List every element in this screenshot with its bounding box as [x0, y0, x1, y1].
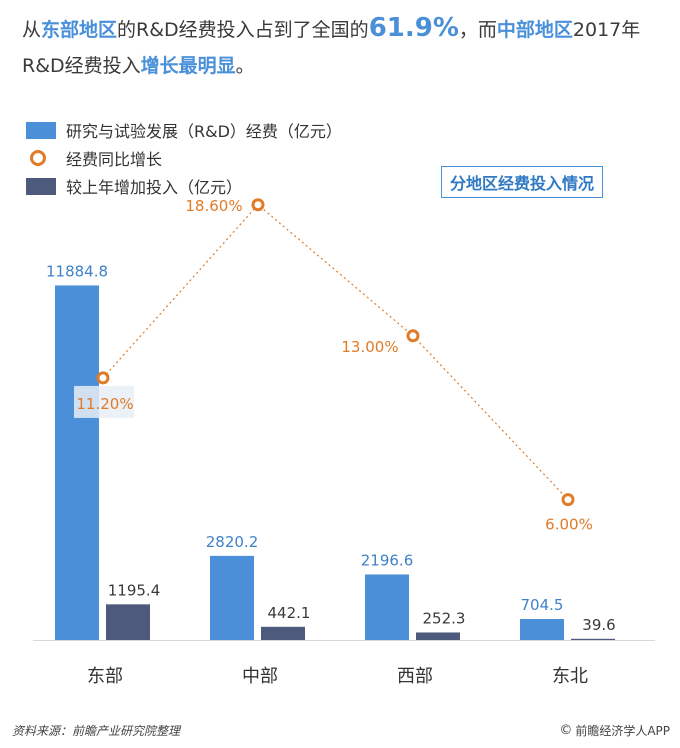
legend-item-increase: 较上年增加投入（亿元）	[26, 172, 342, 200]
bar-increase	[571, 638, 615, 640]
headline-share-value: 61.9%	[368, 13, 459, 43]
data-label-rd: 11884.8	[46, 262, 108, 280]
growth-label: 18.60%	[185, 197, 242, 215]
legend-swatch-increase	[26, 177, 56, 195]
data-label-increase: 252.3	[423, 609, 466, 627]
source-note: 资料来源：前瞻产业研究院整理	[12, 724, 181, 738]
headline-text: ，而	[458, 19, 497, 41]
headline-text: 2017年	[572, 19, 641, 41]
legend-label: 研究与试验发展（R&D）经费（亿元）	[66, 122, 342, 141]
legend-swatch-growth	[30, 150, 46, 166]
bar-rd	[520, 618, 564, 640]
bar-increase	[261, 626, 305, 640]
data-label-rd: 2196.6	[361, 551, 414, 569]
category-label: 中部	[242, 666, 278, 687]
bar-increase	[416, 632, 460, 640]
chart-legend: 研究与试验发展（R&D）经费（亿元） 经费同比增长 较上年增加投入（亿元）	[26, 116, 342, 200]
headline: 从东部地区的R&D经费投入占到了全国的61.9%，而中部地区2017年 R&D经…	[22, 10, 662, 84]
legend-swatch-rd	[26, 121, 56, 139]
legend-label: 经费同比增长	[66, 150, 163, 169]
bar-rd	[55, 285, 99, 640]
growth-label: 6.00%	[545, 516, 593, 534]
growth-label: 11.20%	[76, 395, 133, 413]
data-label-increase: 1195.4	[108, 581, 161, 599]
bar-increase	[106, 604, 150, 640]
bar-rd	[210, 555, 254, 640]
growth-label: 13.00%	[341, 338, 398, 356]
growth-point	[406, 329, 420, 343]
growth-point	[96, 371, 110, 385]
growth-label-bg	[74, 385, 134, 418]
growth-line	[102, 203, 569, 501]
headline-text: 。	[235, 55, 255, 77]
category-label: 西部	[397, 666, 433, 687]
headline-text: 从	[22, 19, 42, 41]
headline-highlight: 中部地区	[496, 19, 573, 41]
app-name: 前瞻经济学人APP	[575, 724, 670, 738]
legend-item-growth: 经费同比增长	[26, 144, 342, 172]
bar-rd	[365, 574, 409, 640]
headline-highlight: 东部地区	[41, 19, 118, 41]
growth-point	[561, 493, 575, 507]
legend-label: 较上年增加投入（亿元）	[66, 178, 243, 197]
chart-badge: 分地区经费投入情况	[441, 166, 604, 198]
app-credit: © 前瞻经济学人APP	[559, 722, 670, 739]
data-label-rd: 704.5	[521, 596, 564, 614]
growth-point	[251, 198, 265, 212]
legend-item-rd: 研究与试验发展（R&D）经费（亿元）	[26, 116, 342, 144]
headline-text: 的R&D经费投入占到了全国的	[117, 19, 369, 41]
data-label-rd: 2820.2	[206, 533, 259, 551]
category-label: 东部	[87, 666, 123, 687]
copyright-icon: ©	[559, 723, 573, 738]
data-label-increase: 39.6	[582, 616, 615, 634]
category-label: 东北	[552, 666, 588, 687]
headline-text: R&D经费投入	[22, 55, 141, 77]
data-label-increase: 442.1	[268, 604, 311, 622]
headline-highlight: 增长最明显	[140, 55, 236, 77]
